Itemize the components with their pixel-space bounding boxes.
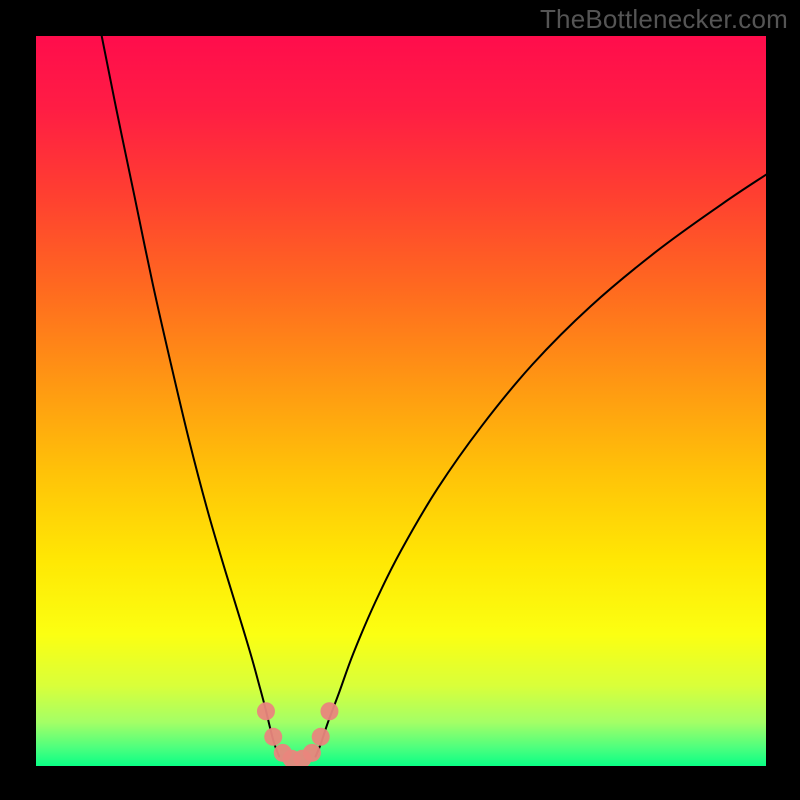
bottleneck-chart bbox=[0, 0, 800, 800]
plot-background bbox=[36, 36, 766, 766]
marker-point bbox=[303, 744, 321, 762]
marker-point bbox=[257, 702, 275, 720]
chart-container: TheBottlenecker.com bbox=[0, 0, 800, 800]
marker-point bbox=[264, 728, 282, 746]
marker-point bbox=[320, 702, 338, 720]
marker-point bbox=[312, 728, 330, 746]
